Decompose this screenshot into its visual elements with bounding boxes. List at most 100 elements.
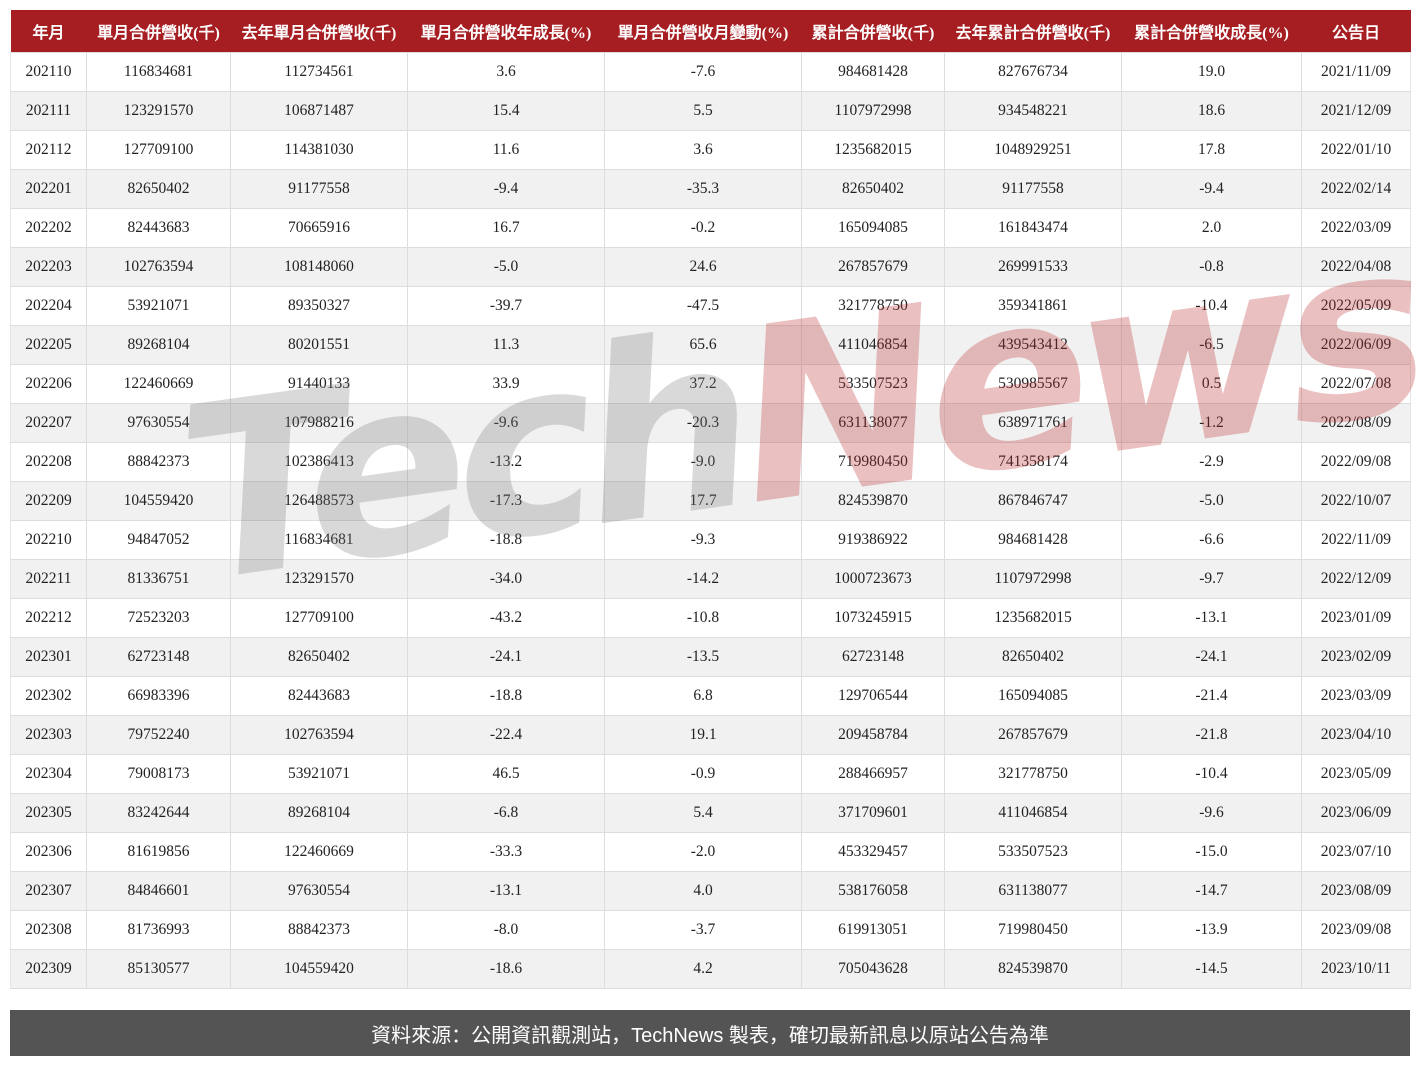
cell-mom-change: -14.2 [604,558,802,599]
cell-cumulative-revenue: 129706544 [801,675,945,716]
cell-year-month: 202301 [10,636,87,677]
cell-mom-change: 5.5 [604,90,802,131]
cell-mom-change: 65.6 [604,324,802,365]
cell-last-year-cumulative-revenue: 267857679 [944,714,1122,755]
cell-mom-change: -47.5 [604,285,802,326]
cell-last-year-monthly-revenue: 108148060 [230,246,408,287]
cell-last-year-monthly-revenue: 112734561 [230,51,408,92]
cell-last-year-monthly-revenue: 82443683 [230,675,408,716]
cell-year-month: 202202 [10,207,87,248]
table-row: 202305 83242644 89268104 -6.8 5.4 371709601 41… [10,792,1411,833]
cell-cumulative-growth: -1.2 [1121,402,1302,443]
table-row: 202210 94847052 116834681 -18.8 -9.3 91938692… [10,519,1411,560]
cell-cumulative-revenue: 631138077 [801,402,945,443]
cell-cumulative-revenue: 705043628 [801,948,945,989]
cell-yoy-growth: -34.0 [407,558,605,599]
cell-year-month: 202210 [10,519,87,560]
table-row: 202202 82443683 70665916 16.7 -0.2 165094085 1… [10,207,1411,248]
table-row: 202309 85130577 104559420 -18.6 4.2 705043628… [10,948,1411,989]
cell-monthly-revenue: 81336751 [86,558,231,599]
column-header-mom-change: 單月合併營收月變動(%) [604,10,802,52]
cell-mom-change: -13.5 [604,636,802,677]
cell-cumulative-revenue: 619913051 [801,909,945,950]
cell-cumulative-growth: 18.6 [1121,90,1302,131]
cell-monthly-revenue: 62723148 [86,636,231,677]
cell-yoy-growth: -24.1 [407,636,605,677]
table-row: 202205 89268104 80201551 11.3 65.6 411046854 4… [10,324,1411,365]
cell-cumulative-growth: -9.7 [1121,558,1302,599]
cell-yoy-growth: -17.3 [407,480,605,521]
cell-mom-change: -0.9 [604,753,802,794]
cell-announce-date: 2023/02/09 [1301,636,1411,677]
cell-cumulative-revenue: 1000723673 [801,558,945,599]
cell-cumulative-growth: 19.0 [1121,51,1302,92]
table-row: 202307 84846601 97630554 -13.1 4.0 538176058 6… [10,870,1411,911]
table-row: 202304 79008173 53921071 46.5 -0.9 288466957 3… [10,753,1411,794]
cell-yoy-growth: -43.2 [407,597,605,638]
cell-last-year-monthly-revenue: 107988216 [230,402,408,443]
cell-cumulative-growth: 0.5 [1121,363,1302,404]
cell-year-month: 202201 [10,168,87,209]
cell-yoy-growth: -33.3 [407,831,605,872]
table-row: 202211 81336751 123291570 -34.0 -14.2 1000723… [10,558,1411,599]
table-row: 202301 62723148 82650402 -24.1 -13.5 62723148… [10,636,1411,677]
cell-last-year-cumulative-revenue: 359341861 [944,285,1122,326]
cell-cumulative-growth: -9.4 [1121,168,1302,209]
table-row: 202303 79752240 102763594 -22.4 19.1 20945878… [10,714,1411,755]
cell-announce-date: 2021/11/09 [1301,51,1411,92]
cell-yoy-growth: -18.6 [407,948,605,989]
cell-last-year-monthly-revenue: 104559420 [230,948,408,989]
cell-monthly-revenue: 123291570 [86,90,231,131]
cell-last-year-cumulative-revenue: 82650402 [944,636,1122,677]
cell-yoy-growth: 11.3 [407,324,605,365]
column-header-cumulative-growth: 累計合併營收成長(%) [1121,10,1302,52]
source-note-text: 資料來源：公開資訊觀測站，TechNews 製表，確切最新訊息以原站公告為準 [371,1024,1049,1047]
table-body: 202110 116834681 112734561 3.6 -7.6 984681428… [10,51,1411,989]
cell-mom-change: 4.0 [604,870,802,911]
cell-year-month: 202212 [10,597,87,638]
cell-monthly-revenue: 83242644 [86,792,231,833]
cell-last-year-monthly-revenue: 123291570 [230,558,408,599]
cell-monthly-revenue: 127709100 [86,129,231,170]
cell-year-month: 202305 [10,792,87,833]
cell-mom-change: -9.0 [604,441,802,482]
cell-cumulative-revenue: 267857679 [801,246,945,287]
cell-year-month: 202209 [10,480,87,521]
cell-yoy-growth: 11.6 [407,129,605,170]
cell-monthly-revenue: 89268104 [86,324,231,365]
cell-last-year-monthly-revenue: 91440133 [230,363,408,404]
cell-announce-date: 2023/06/09 [1301,792,1411,833]
cell-cumulative-growth: -9.6 [1121,792,1302,833]
source-note-bar: 資料來源：公開資訊觀測站，TechNews 製表，確切最新訊息以原站公告為準 [10,1010,1410,1056]
cell-announce-date: 2022/01/10 [1301,129,1411,170]
cell-cumulative-growth: -13.1 [1121,597,1302,638]
cell-year-month: 202205 [10,324,87,365]
cell-cumulative-revenue: 209458784 [801,714,945,755]
cell-announce-date: 2023/09/08 [1301,909,1411,950]
cell-cumulative-revenue: 1235682015 [801,129,945,170]
cell-cumulative-growth: -6.6 [1121,519,1302,560]
cell-last-year-cumulative-revenue: 165094085 [944,675,1122,716]
cell-mom-change: -20.3 [604,402,802,443]
cell-cumulative-revenue: 411046854 [801,324,945,365]
cell-mom-change: -3.7 [604,909,802,950]
column-header-year-month: 年月 [10,10,87,52]
cell-monthly-revenue: 104559420 [86,480,231,521]
cell-yoy-growth: -13.2 [407,441,605,482]
cell-cumulative-revenue: 1107972998 [801,90,945,131]
cell-cumulative-revenue: 824539870 [801,480,945,521]
cell-last-year-cumulative-revenue: 1235682015 [944,597,1122,638]
cell-announce-date: 2022/06/09 [1301,324,1411,365]
cell-year-month: 202304 [10,753,87,794]
cell-monthly-revenue: 82443683 [86,207,231,248]
cell-cumulative-growth: -13.9 [1121,909,1302,950]
cell-yoy-growth: 3.6 [407,51,605,92]
cell-monthly-revenue: 79752240 [86,714,231,755]
cell-last-year-monthly-revenue: 70665916 [230,207,408,248]
cell-last-year-monthly-revenue: 122460669 [230,831,408,872]
cell-last-year-monthly-revenue: 116834681 [230,519,408,560]
cell-last-year-cumulative-revenue: 1107972998 [944,558,1122,599]
cell-last-year-cumulative-revenue: 530985567 [944,363,1122,404]
cell-last-year-cumulative-revenue: 934548221 [944,90,1122,131]
cell-yoy-growth: 33.9 [407,363,605,404]
